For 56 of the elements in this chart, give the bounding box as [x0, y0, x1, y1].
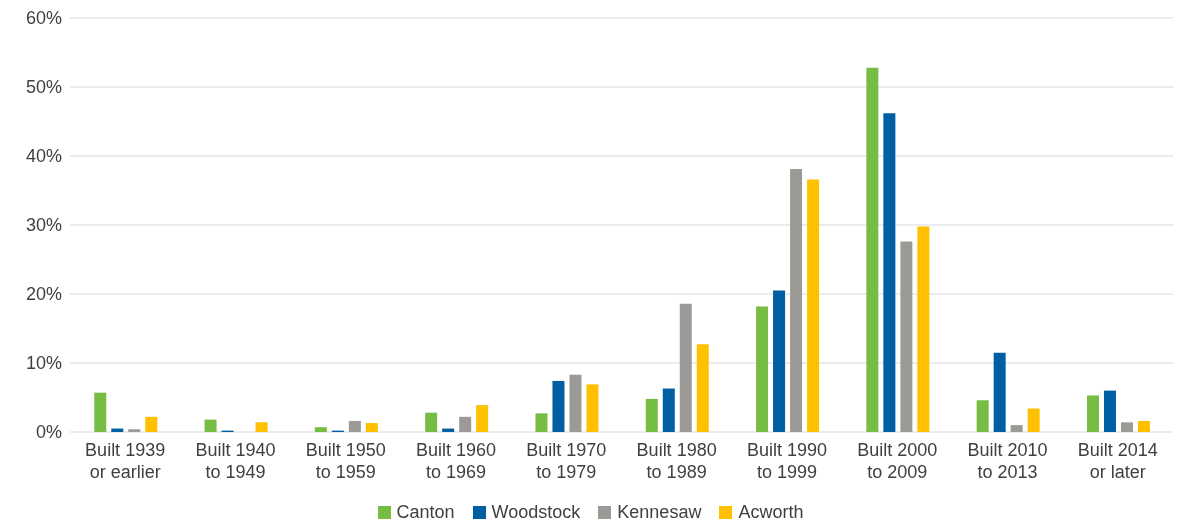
bar: [128, 429, 141, 432]
x-tick-label: Built 2014 or later: [1077, 440, 1158, 482]
bar: [255, 422, 268, 432]
bar: [917, 226, 930, 432]
bar: [696, 344, 709, 432]
y-tick-label: 10%: [25, 353, 62, 374]
x-tick-label: Built 2010 to 2013: [967, 440, 1048, 482]
bar: [976, 400, 989, 432]
bar: [365, 423, 378, 432]
y-tick-label: 30%: [25, 215, 62, 236]
x-tick-label: Built 1970 to 1979: [526, 440, 607, 482]
bar: [145, 416, 158, 432]
y-tick-label: 40%: [25, 146, 62, 167]
legend-label: Woodstock: [491, 502, 581, 523]
y-tick-label: 20%: [25, 284, 62, 305]
y-tick-label: 0%: [35, 422, 62, 443]
bar: [569, 374, 582, 432]
y-tick-label: 60%: [25, 8, 62, 29]
bar: [645, 398, 658, 432]
bar: [459, 416, 472, 432]
bar: [314, 427, 327, 432]
bar: [535, 413, 548, 432]
bar: [807, 179, 820, 432]
legend-label: Canton: [396, 502, 455, 523]
bar: [756, 306, 769, 432]
bar: [900, 241, 913, 432]
bar: [1027, 408, 1040, 432]
x-tick-label: Built 1960 to 1969: [416, 440, 497, 482]
bar: [94, 392, 107, 432]
x-tick-label: Built 2000 to 2009: [857, 440, 938, 482]
bar: [866, 67, 879, 432]
bar: [1120, 422, 1133, 432]
x-tick-label: Built 1939 or earlier: [85, 440, 166, 482]
bar: [1103, 390, 1116, 432]
bar: [883, 113, 896, 432]
bar: [552, 380, 565, 432]
bar: [679, 303, 692, 432]
bar: [586, 384, 599, 432]
bar: [1010, 425, 1023, 432]
bar: [476, 405, 489, 432]
x-tick-label: Built 1950 to 1959: [305, 440, 386, 482]
bar: [1137, 420, 1150, 432]
legend-label: Acworth: [738, 502, 804, 523]
bar: [1086, 395, 1099, 432]
x-tick-label: Built 1940 to 1949: [195, 440, 276, 482]
bar: [993, 352, 1006, 432]
y-tick-label: 50%: [25, 77, 62, 98]
x-tick-label: Built 1990 to 1999: [746, 440, 827, 482]
bar: [204, 419, 217, 432]
x-tick-label: Built 1980 to 1989: [636, 440, 717, 482]
bar: [348, 420, 361, 432]
legend-label: Kennesaw: [617, 502, 702, 523]
bar: [425, 412, 438, 432]
bar: [662, 388, 675, 432]
bar: [790, 169, 803, 432]
bar: [773, 290, 786, 432]
